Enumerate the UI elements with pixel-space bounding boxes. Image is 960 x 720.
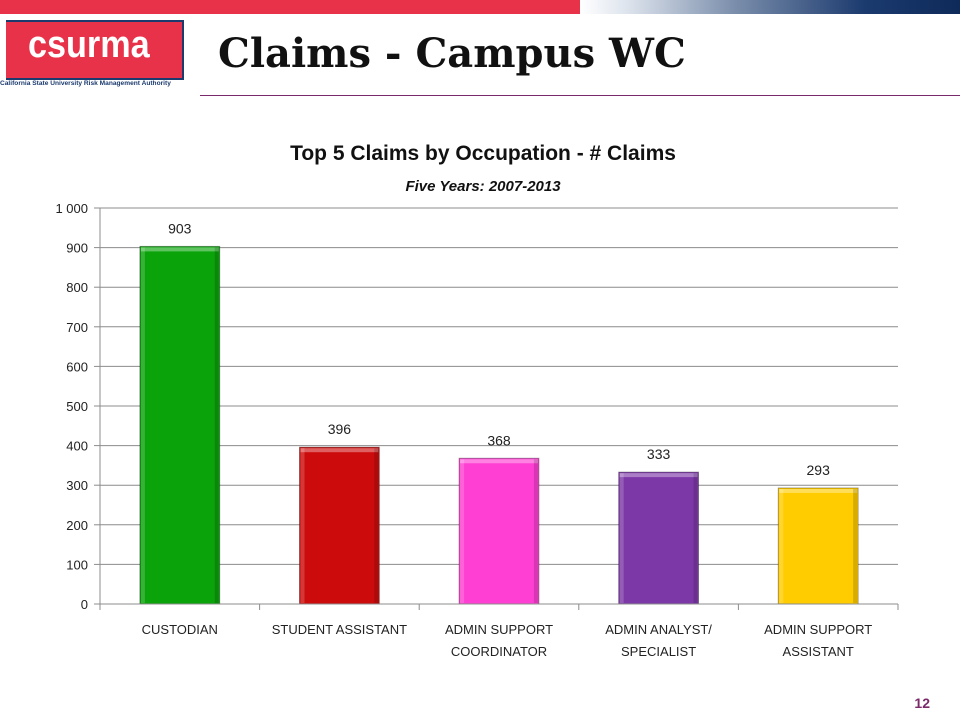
bar xyxy=(299,446,380,605)
bar-left-shade xyxy=(300,448,305,603)
bar-right-shade xyxy=(533,459,538,603)
bars: 903 396 368 333 293 xyxy=(139,220,859,605)
logo-text: csurma xyxy=(28,24,150,66)
x-category-label: CUSTODIAN xyxy=(142,622,218,637)
data-label: 293 xyxy=(807,462,831,478)
y-tick-label: 400 xyxy=(66,439,88,454)
bar-right-shade xyxy=(853,488,858,603)
chart-title: Top 5 Claims by Occupation - # Claims xyxy=(290,142,676,165)
bar-top-highlight xyxy=(779,488,858,493)
bar-left-shade xyxy=(619,473,624,603)
chart-subtitle: Five Years: 2007-2013 xyxy=(405,178,561,195)
bar-left-shade xyxy=(460,459,465,603)
x-category-label: ASSISTANT xyxy=(783,644,854,659)
y-tick-label: 500 xyxy=(66,399,88,414)
bar xyxy=(777,487,859,605)
y-tick-label: 900 xyxy=(66,241,88,256)
y-tick-label: 700 xyxy=(66,320,88,335)
data-label: 333 xyxy=(647,446,671,462)
y-tick-label: 800 xyxy=(66,280,88,295)
y-tick-label: 600 xyxy=(66,359,88,374)
bar-top-highlight xyxy=(300,448,379,453)
page-number: 12 xyxy=(914,695,930,711)
logo-box xyxy=(6,20,184,80)
x-category-label: STUDENT ASSISTANT xyxy=(272,622,407,637)
x-category-label: COORDINATOR xyxy=(451,644,547,659)
y-tick-label: 200 xyxy=(66,518,88,533)
data-label: 368 xyxy=(487,432,511,448)
bar-right-shade xyxy=(214,247,219,604)
slide-title: Claims - Campus WC xyxy=(218,30,686,77)
y-tick-label: 300 xyxy=(66,478,88,493)
header-red-stripe xyxy=(0,0,580,14)
y-tick-label: 1 000 xyxy=(55,201,88,216)
data-label: 396 xyxy=(328,421,352,437)
bar xyxy=(618,471,700,605)
bar-top-highlight xyxy=(619,473,698,478)
x-category-label: ADMIN ANALYST/ xyxy=(605,622,712,637)
logo-subtitle: California State University Risk Managem… xyxy=(0,80,171,87)
bar-left-shade xyxy=(140,247,145,604)
x-category-label: SPECIALIST xyxy=(621,644,696,659)
bar xyxy=(139,245,221,605)
csurma-logo: csurma California State University Risk … xyxy=(0,14,196,94)
bar-right-shade xyxy=(374,448,379,603)
bar-top-highlight xyxy=(140,247,219,252)
bar xyxy=(458,457,540,605)
title-rule xyxy=(200,95,960,96)
bar-top-highlight xyxy=(460,459,538,464)
x-category-label: ADMIN SUPPORT xyxy=(445,622,553,637)
bar-right-shade xyxy=(693,473,698,603)
header-blue-stripe xyxy=(580,0,960,14)
data-label: 903 xyxy=(168,220,192,236)
bar-left-shade xyxy=(779,488,784,603)
y-tick-label: 100 xyxy=(66,557,88,572)
y-tick-label: 0 xyxy=(81,597,88,612)
axes: 0 100 200 300 400 500 600 700 800 900 1 000 CUSTODI… xyxy=(55,201,899,659)
x-category-label: ADMIN SUPPORT xyxy=(764,622,872,637)
